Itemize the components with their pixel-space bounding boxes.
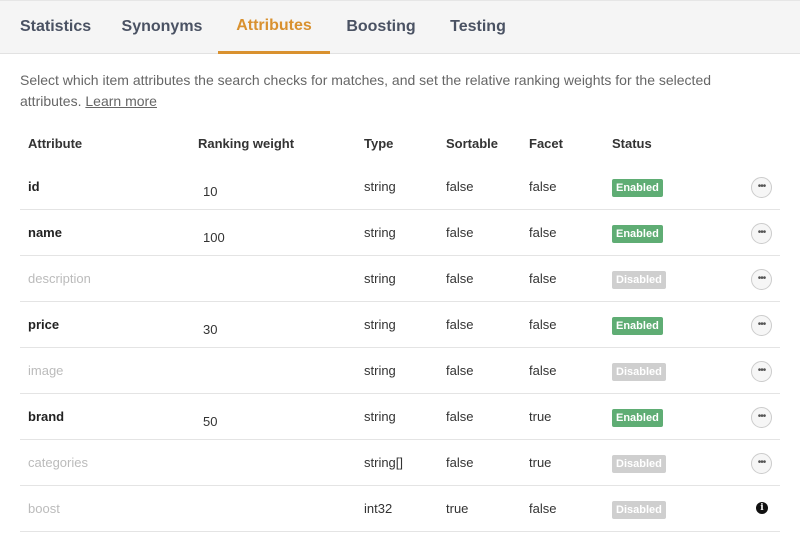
attribute-name: image — [28, 363, 64, 378]
description-text: Select which item attributes the search … — [20, 72, 712, 109]
type: string — [364, 225, 396, 240]
tab-attributes[interactable]: Attributes — [218, 1, 330, 54]
table-row: boost int32 true false Disabled i — [20, 486, 780, 532]
ranking-weight[interactable]: 100 — [203, 230, 225, 245]
type: int32 — [364, 501, 393, 516]
sortable: false — [446, 179, 474, 194]
tab-synonyms[interactable]: Synonyms — [121, 18, 203, 35]
type: string[] — [364, 455, 404, 470]
col-facet: Facet — [529, 136, 563, 151]
facet: false — [529, 179, 557, 194]
facet: true — [529, 455, 552, 470]
facet: false — [529, 317, 557, 332]
attribute-name: brand — [28, 409, 65, 424]
facet: false — [529, 363, 557, 378]
attribute-name: id — [28, 179, 40, 194]
table-row: brand 50 string false true Enabled ••• — [20, 394, 780, 440]
facet: false — [529, 501, 557, 516]
sortable: false — [446, 225, 474, 240]
table-row: name 100 string false false Enabled ••• — [20, 210, 780, 256]
tab-boosting[interactable]: Boosting — [346, 18, 416, 35]
attribute-name: categories — [28, 455, 88, 470]
more-options-button[interactable]: ••• — [751, 407, 772, 428]
tab-testing[interactable]: Testing — [450, 18, 506, 35]
table-row: description string false false Disabled ••• — [20, 256, 780, 302]
more-options-button[interactable]: ••• — [751, 177, 772, 198]
col-sortable: Sortable — [446, 136, 499, 151]
ranking-weight[interactable]: 10 — [203, 184, 218, 199]
more-options-button[interactable]: ••• — [751, 453, 772, 474]
type: string — [364, 363, 396, 378]
more-options-button[interactable]: ••• — [751, 315, 772, 336]
tab-statistics[interactable]: Statistics — [20, 18, 92, 35]
attribute-name: name — [28, 225, 62, 240]
table-header: Attribute Ranking weight Type Sortable F… — [20, 132, 780, 154]
status-badge: Enabled — [612, 225, 663, 243]
col-status: Status — [612, 136, 652, 151]
type: string — [364, 317, 396, 332]
col-ranking-weight: Ranking weight — [198, 136, 295, 151]
table-row: image string false false Disabled ••• — [20, 348, 780, 394]
status-badge: Disabled — [612, 501, 666, 519]
sortable: false — [446, 363, 474, 378]
status-badge: Disabled — [612, 363, 666, 381]
tab-bar: Statistics Synonyms Attributes Boosting … — [0, 0, 800, 54]
type: string — [364, 409, 396, 424]
table-row: id 10 string false false Enabled ••• — [20, 164, 780, 210]
sortable: false — [446, 409, 474, 424]
status-badge: Disabled — [612, 271, 666, 289]
info-icon[interactable]: i — [756, 502, 768, 514]
learn-more-link[interactable]: Learn more — [85, 93, 157, 109]
description: Select which item attributes the search … — [20, 70, 760, 112]
table-row: categories string[] false true Disabled ••• — [20, 440, 780, 486]
attribute-name: price — [28, 317, 60, 332]
col-attribute: Attribute — [28, 136, 83, 151]
more-options-button[interactable]: ••• — [751, 361, 772, 382]
status-badge: Enabled — [612, 409, 663, 427]
status-badge: Enabled — [612, 317, 663, 335]
more-options-button[interactable]: ••• — [751, 269, 772, 290]
status-badge: Enabled — [612, 179, 663, 197]
more-options-button[interactable]: ••• — [751, 223, 772, 244]
attribute-name: description — [28, 271, 91, 286]
ranking-weight[interactable]: 50 — [203, 414, 218, 429]
ranking-weight[interactable]: 30 — [203, 322, 218, 337]
facet: false — [529, 225, 557, 240]
type: string — [364, 179, 396, 194]
attribute-name: boost — [28, 501, 60, 516]
sortable: false — [446, 455, 474, 470]
status-badge: Disabled — [612, 455, 666, 473]
type: string — [364, 271, 396, 286]
col-type: Type — [364, 136, 394, 151]
table-row: price 30 string false false Enabled ••• — [20, 302, 780, 348]
sortable: true — [446, 501, 469, 516]
facet: false — [529, 271, 557, 286]
sortable: false — [446, 317, 474, 332]
sortable: false — [446, 271, 474, 286]
facet: true — [529, 409, 552, 424]
